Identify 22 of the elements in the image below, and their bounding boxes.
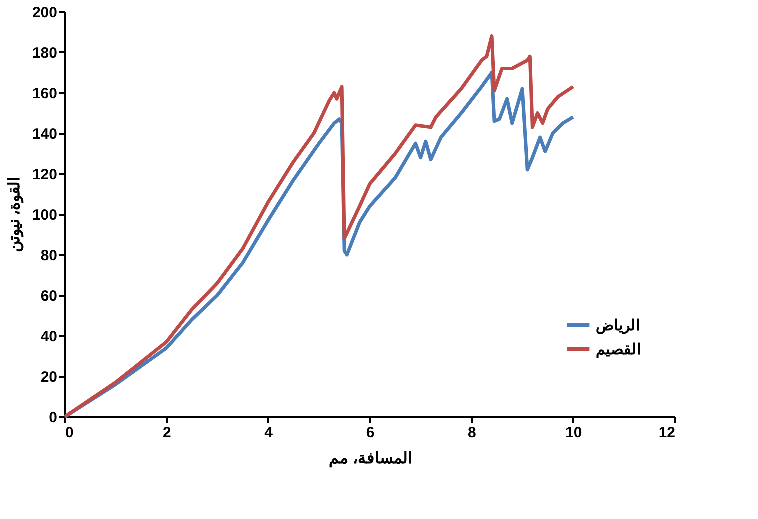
x-tick-label: 6 bbox=[366, 424, 375, 442]
x-tick-label: 8 bbox=[468, 424, 476, 442]
x-tick-label: 2 bbox=[162, 424, 172, 442]
y-tick-label: 40 bbox=[40, 328, 58, 346]
y-axis-title: القوة، نيوتن bbox=[6, 177, 24, 253]
x-tick-label: 12 bbox=[658, 424, 676, 442]
legend-label: الرياض bbox=[596, 318, 640, 334]
y-tick-label: 0 bbox=[49, 410, 58, 426]
y-tick-label: 60 bbox=[40, 288, 58, 305]
y-tick-label: 120 bbox=[32, 166, 58, 184]
y-tick-label: 20 bbox=[40, 369, 58, 386]
x-tick-label: 4 bbox=[264, 424, 274, 442]
y-tick-label: 140 bbox=[32, 126, 58, 143]
y-tick-label: 100 bbox=[32, 207, 58, 224]
y-tick-label: 180 bbox=[32, 45, 58, 62]
y-tick-label: 80 bbox=[40, 248, 58, 264]
legend-label: القصيم bbox=[596, 342, 641, 358]
x-tick-label: 10 bbox=[565, 424, 582, 442]
y-tick-label: 200 bbox=[32, 4, 58, 22]
x-tick-label: 0 bbox=[66, 424, 74, 442]
x-axis-title: المسافة، مم bbox=[328, 450, 412, 468]
y-tick-label: 160 bbox=[32, 86, 58, 102]
